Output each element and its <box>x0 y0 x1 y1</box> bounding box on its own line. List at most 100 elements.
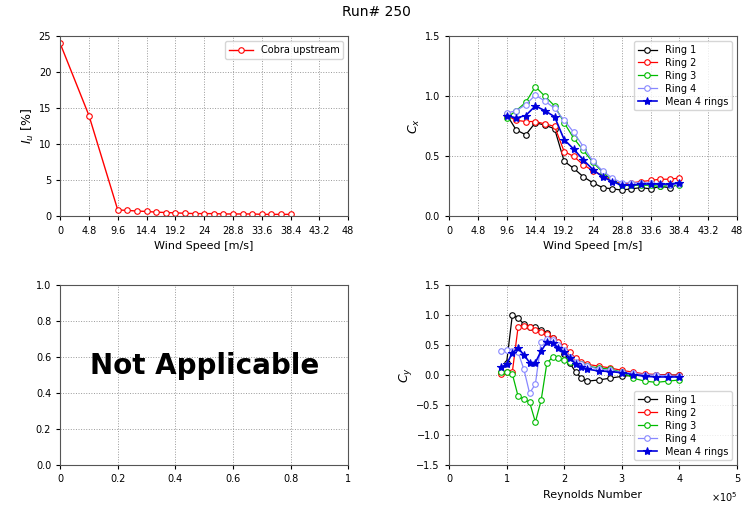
Mean 4 rings <box>646 181 655 187</box>
Ring 1 <box>583 378 592 384</box>
Line: Cobra upstream: Cobra upstream <box>57 41 293 217</box>
Y-axis label: $C_x$: $C_x$ <box>407 118 422 134</box>
X-axis label: Wind Speed [m/s]: Wind Speed [m/s] <box>543 241 643 251</box>
Ring 3 <box>666 182 675 188</box>
Ring 4 <box>640 371 649 377</box>
Ring 3 <box>627 182 636 188</box>
Mean 4 rings <box>542 339 551 345</box>
Ring 2 <box>502 369 511 375</box>
Ring 3 <box>508 371 517 377</box>
Mean 4 rings <box>559 136 569 143</box>
Ring 1 <box>589 180 598 186</box>
Mean 4 rings <box>605 369 614 375</box>
Ring 1 <box>520 321 529 327</box>
Ring 2 <box>666 176 675 183</box>
Mean 4 rings <box>636 181 645 187</box>
Ring 4 <box>583 363 592 369</box>
Ring 3 <box>511 108 520 114</box>
Ring 3 <box>589 159 598 165</box>
Mean 4 rings <box>627 182 636 188</box>
Ring 4 <box>569 129 578 135</box>
Ring 2 <box>514 324 523 330</box>
Ring 2 <box>617 367 626 373</box>
Line: Ring 4: Ring 4 <box>504 93 682 188</box>
Ring 4 <box>508 348 517 354</box>
Cobra upstream <box>142 208 151 215</box>
Mean 4 rings <box>675 180 684 186</box>
Mean 4 rings <box>594 368 603 374</box>
Mean 4 rings <box>548 340 557 346</box>
Ring 1 <box>502 360 511 366</box>
Ring 4 <box>521 102 530 108</box>
Ring 2 <box>542 331 551 338</box>
Ring 4 <box>652 372 661 378</box>
Ring 2 <box>589 168 598 174</box>
Ring 1 <box>675 372 684 378</box>
Line: Ring 1: Ring 1 <box>498 312 682 384</box>
Ring 2 <box>605 365 614 371</box>
Ring 4 <box>502 347 511 353</box>
Ring 1 <box>617 373 626 379</box>
Ring 2 <box>520 323 529 329</box>
Ring 1 <box>577 375 586 381</box>
Ring 3 <box>559 357 569 363</box>
X-axis label: Wind Speed [m/s]: Wind Speed [m/s] <box>154 241 254 251</box>
Ring 1 <box>559 158 569 164</box>
Mean 4 rings <box>559 349 569 355</box>
Ring 4 <box>579 144 588 150</box>
Ring 1 <box>663 372 672 378</box>
Line: Ring 1: Ring 1 <box>504 112 682 193</box>
Cobra upstream <box>238 211 247 217</box>
Ring 2 <box>646 177 655 184</box>
Mean 4 rings <box>521 112 530 118</box>
Ring 2 <box>537 329 546 335</box>
Ring 4 <box>559 117 569 124</box>
Cobra upstream <box>152 209 161 215</box>
Cobra upstream <box>114 207 123 213</box>
Ring 4 <box>589 158 598 164</box>
Cobra upstream <box>190 210 199 217</box>
Ring 1 <box>579 174 588 180</box>
Ring 3 <box>525 399 534 405</box>
Mean 4 rings <box>502 112 511 118</box>
Cobra upstream <box>277 211 286 218</box>
Ring 4 <box>598 168 607 174</box>
Line: Ring 2: Ring 2 <box>498 323 682 378</box>
Ring 2 <box>675 372 684 378</box>
Mean 4 rings <box>541 108 550 114</box>
Ring 2 <box>579 162 588 168</box>
Ring 3 <box>652 379 661 386</box>
Ring 1 <box>656 184 665 190</box>
Ring 2 <box>496 371 505 377</box>
Mean 4 rings <box>531 103 540 109</box>
Ring 4 <box>646 180 655 186</box>
Ring 3 <box>514 393 523 399</box>
Mean 4 rings <box>577 364 586 371</box>
Mean 4 rings <box>514 345 523 351</box>
Ring 3 <box>579 147 588 154</box>
Ring 1 <box>541 122 550 128</box>
Ring 2 <box>531 118 540 125</box>
Ring 1 <box>550 126 559 132</box>
Ring 1 <box>521 132 530 138</box>
Ring 4 <box>663 373 672 379</box>
Y-axis label: $I_u$ [%]: $I_u$ [%] <box>20 108 36 144</box>
Ring 2 <box>656 176 665 183</box>
Ring 4 <box>531 381 540 387</box>
Ring 3 <box>548 354 557 360</box>
Ring 3 <box>636 182 645 188</box>
Mean 4 rings <box>640 373 649 379</box>
Ring 2 <box>583 361 592 368</box>
Ring 3 <box>663 378 672 384</box>
Line: Mean 4 rings: Mean 4 rings <box>502 102 684 189</box>
Ring 1 <box>640 371 649 377</box>
Ring 2 <box>559 343 569 349</box>
Mean 4 rings <box>554 344 563 351</box>
Cobra upstream <box>56 40 65 47</box>
Ring 3 <box>646 182 655 188</box>
Ring 1 <box>559 351 569 357</box>
Ring 3 <box>521 99 530 105</box>
Ring 2 <box>594 363 603 369</box>
Ring 2 <box>617 181 626 187</box>
Ring 4 <box>537 339 546 345</box>
